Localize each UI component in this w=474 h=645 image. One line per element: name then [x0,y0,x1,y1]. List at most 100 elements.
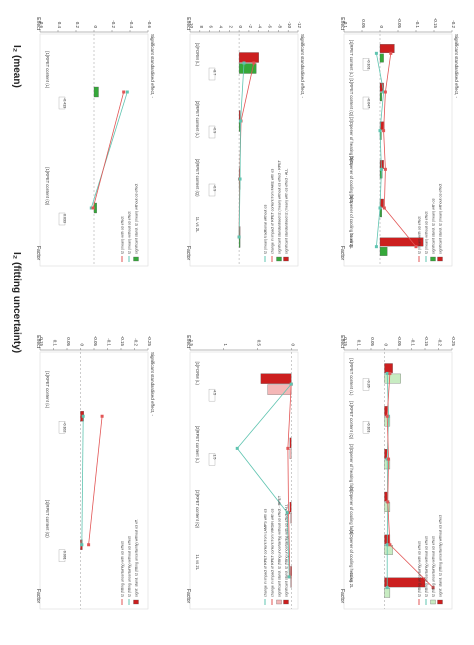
y-tick-label: 1 [223,343,228,346]
data-label-box [58,96,66,110]
x-axis-label: Factor [185,589,191,604]
series-line-greenline [81,416,84,545]
category-label: [3]Opener of heating fans [349,444,354,491]
y-tick-label: -0.1 [411,338,416,346]
category-label: [3]Opener of cooling heating [349,194,354,247]
bar-green [238,237,241,248]
data-label: -0.9 [213,127,217,133]
legend-swatch [133,599,139,605]
legend-swatch [437,256,443,262]
series-point [235,446,239,450]
x-axis-label: Factor [339,589,345,604]
series-point [87,543,91,547]
y-tick-label: -0.15 [424,336,429,347]
secondary-axis-label: Significant standardised effect, - [454,34,459,98]
y-tick-label: -0.2 [451,20,456,28]
data-label: -0.9 [213,185,217,191]
series-line-redline [386,373,434,588]
chart-panel-p3: 1.5 1 0.5 0 Effect Factor [1]FORM (L) [2]RPET c… [185,335,299,610]
bar-lightgreen [384,587,391,598]
y-tick-label: 0.6 [39,22,44,29]
series-point [287,575,291,579]
y-tick-label: -0.2 [438,338,443,346]
bar-red [238,110,241,121]
legend-swatch [437,599,443,605]
y-tick-label: 0 [290,343,295,346]
category-label: [3]Opener of cooling fans [349,156,354,203]
data-label-box [362,96,370,110]
series-line-greenline [90,91,128,209]
bar-green [238,63,257,74]
series-point [80,543,84,547]
series-point [385,586,389,590]
series-point [383,90,387,94]
category-label: [1]RPET content (Q) [45,500,50,538]
category-label: [2]RPET content (Q) [195,490,200,528]
series-point [238,177,242,181]
y-tick-label: 8 [199,25,204,28]
x-axis-label: Factor [339,246,345,261]
right-column-title: I₂ (mean) [11,45,22,88]
y-tick-label: 1.5 [189,340,194,347]
legend-swatch [133,256,139,262]
category-label: [2]RPET content (L) [195,426,200,464]
data-label-box [208,453,216,466]
data-label-box [58,549,66,562]
data-label: 0.033 [63,214,67,223]
secondary-axis-label: Significant standardised effect, - [300,34,305,98]
y-tick-label: 0.4 [57,22,62,29]
data-label: -0.047 [367,98,371,108]
y-tick-label: -0.05 [397,18,402,29]
bar-green [379,53,384,63]
series-point [379,167,383,171]
data-label-box [208,183,216,197]
y-tick-label: 0.15 [39,337,44,346]
left-column-title: I₂ (fitting uncertainty) [11,252,22,354]
bar-red [260,373,292,384]
bar-pink [290,577,292,588]
series-line-redline [88,416,103,545]
legend-swatch [276,256,282,262]
series-point [286,446,290,450]
y-tick-label: 0 [384,343,389,346]
y-tick-label: -0.1 [415,20,420,28]
series-line-greenline [376,53,385,247]
chart-panel-p1: 0.15 0.1 0.05 0 -0.05 -0.1 -0.15 -0.2 -0.25 Effec… [35,335,155,610]
y-tick-label: 0.05 [66,337,71,346]
y-axis-label: Effect [339,335,345,348]
series-point [382,90,386,94]
series-line-redline [238,62,255,238]
y-tick-label: 0.1 [53,340,58,347]
bar-pink [267,384,292,395]
y-tick-label: 0.2 [75,22,80,29]
series-point [91,206,95,210]
y-tick-label: -0.15 [120,336,125,347]
y-tick-label: -8 [277,24,282,28]
legend-label: I2 (fitting uncertainty) without o3 effe… [425,536,429,597]
bar-red [238,52,259,63]
series-point [285,511,289,515]
y-tick-label: 10 [189,23,194,29]
series-point [242,61,246,65]
y-tick-label: 0 [93,25,98,28]
bar-red [384,577,426,588]
y-tick-label: -0.2 [134,338,139,346]
legend-label: I2 (mean) without o3 effect [128,212,132,254]
y-tick-label: 6 [209,25,214,28]
bar-green [238,121,241,132]
y-tick-label: -0.1 [107,338,112,346]
bar-red [379,237,424,247]
legend-label: change in impact of RPET content from FA… [271,169,275,254]
legend-swatch [430,599,436,605]
legend-label: I2 (mean) with o3 effect [418,217,422,255]
bar-red [384,449,388,459]
series-point [386,500,390,504]
data-label: -0.26 [367,379,371,387]
y-tick-label: -6 [268,24,273,28]
series-line-redline [383,53,417,247]
category-label: [1]RPET content (Q) [45,167,50,205]
category-label: [1]RPET content (Q) [349,78,354,116]
legend-label: I2 (fitting uncertainty) without o3 effe… [128,536,132,597]
y-tick-label: -0.05 [397,336,402,347]
bar-lightgreen [384,502,391,512]
